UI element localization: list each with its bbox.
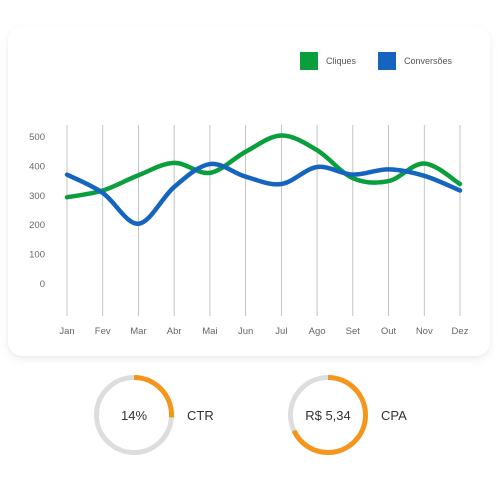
- kpi-ctr: 14% CTR: [91, 372, 214, 458]
- legend-swatch-cliques: [300, 52, 318, 70]
- cpa-progress-ring: R$ 5,34: [285, 372, 371, 458]
- x-tick-label: Abr: [167, 326, 182, 337]
- y-tick-label: 0: [40, 279, 45, 290]
- ctr-label: CTR: [187, 407, 214, 423]
- y-tick-label: 100: [29, 250, 45, 261]
- x-tick-label: Fev: [95, 326, 111, 337]
- y-tick-label: 200: [29, 220, 45, 231]
- ring-progress-arc: [288, 375, 368, 455]
- x-tick-label: Jul: [275, 326, 287, 337]
- y-tick-label: 400: [29, 161, 45, 172]
- x-tick-label: Jun: [238, 326, 253, 337]
- cpa-value: R$ 5,34: [305, 407, 351, 423]
- x-tick-label: Mai: [202, 326, 217, 337]
- y-tick-label: 500: [29, 132, 45, 143]
- legend-label-cliques: Cliques: [326, 56, 357, 66]
- x-tick-label: Dez: [452, 326, 469, 337]
- x-tick-label: Jan: [59, 326, 74, 337]
- ring-progress-arc: [94, 375, 174, 455]
- cpa-ring-graphic: [288, 375, 368, 455]
- legend-item-cliques: Cliques: [300, 52, 356, 70]
- series-line-conversoes: [64, 161, 463, 226]
- ctr-value: 14%: [120, 407, 148, 423]
- cpa-label: CPA: [381, 407, 407, 423]
- series-line-cliques: [64, 133, 463, 200]
- x-tick-label: Out: [381, 326, 397, 337]
- x-tick-label: Ago: [309, 326, 326, 337]
- y-tick-label: 300: [29, 191, 45, 202]
- x-tick-label: Mar: [130, 326, 146, 337]
- legend-label-conversoes: Conversões: [404, 56, 453, 66]
- x-tick-label: Nov: [416, 326, 433, 337]
- legend-item-conversoes: Conversões: [378, 52, 452, 70]
- x-tick-label: Set: [346, 326, 361, 337]
- chart-card: [8, 26, 490, 356]
- chart-legend: Cliques Conversões: [300, 52, 452, 70]
- ctr-ring-graphic: [94, 375, 174, 455]
- legend-swatch-conversoes: [378, 52, 397, 70]
- ctr-progress-ring: 14%: [91, 372, 177, 458]
- kpi-cpa: R$ 5,34 CPA: [285, 372, 407, 458]
